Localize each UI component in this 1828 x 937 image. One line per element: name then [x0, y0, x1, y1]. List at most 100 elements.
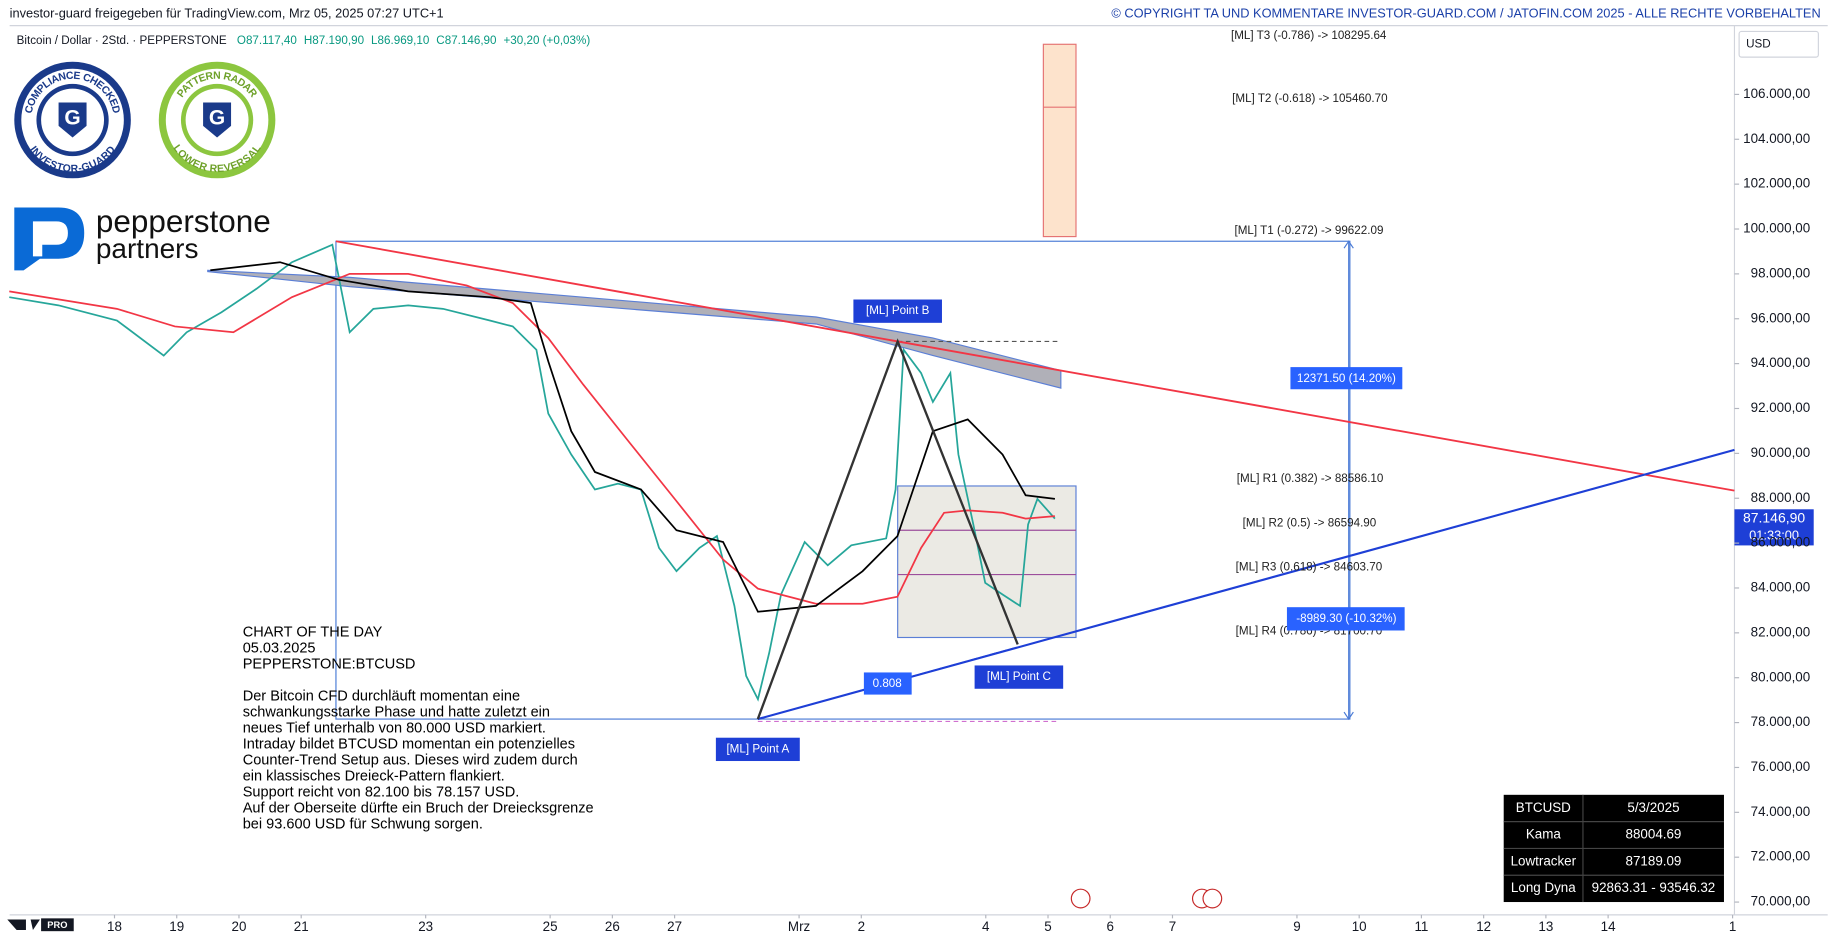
- y-tick-label: 90.000,00: [1751, 445, 1811, 460]
- badge: G PATTERN RADAR LOWER REVERSAL: [158, 61, 276, 179]
- symbol-title: Bitcoin / Dollar · 2Std. · PEPPERSTONE: [17, 34, 227, 47]
- abc-pattern: [756, 338, 1019, 720]
- commentary-line: Counter-Trend Setup aus. Dieses wird zud…: [243, 752, 578, 768]
- range-box: [335, 240, 1351, 720]
- series-line: [210, 261, 1056, 613]
- last-price: 87.146,90: [1743, 509, 1805, 525]
- commentary-line: ein klassisches Dreieck-Pattern flankier…: [243, 768, 505, 784]
- table-cell: 5/3/2025: [1627, 800, 1679, 815]
- x-tick-label: 18: [107, 919, 122, 934]
- y-tick-label: 88.000,00: [1751, 490, 1811, 505]
- badge: G COMPLIANCE CHECKED INVESTOR-GUARD: [14, 61, 131, 179]
- table-cell: BTCUSD: [1516, 800, 1571, 815]
- measure-label: -8989.30 (-10.32%): [1296, 612, 1396, 625]
- table-cell: 88004.69: [1626, 827, 1682, 842]
- tv-logo: [7, 919, 40, 931]
- y-tick-label: 106.000,00: [1743, 86, 1810, 101]
- x-tick-label: 6: [1107, 919, 1114, 934]
- last-price-tag: [1734, 509, 1814, 546]
- tv-logo: [41, 918, 74, 932]
- y-tick-label: 80.000,00: [1751, 669, 1811, 684]
- badge-letter: G: [64, 106, 80, 129]
- dashed-trendline: [757, 647, 1015, 720]
- badge-letter: G: [209, 106, 225, 129]
- series-line: [9, 243, 1056, 702]
- x-tick-label: 10: [1352, 919, 1367, 934]
- x-tick-label: 4: [982, 919, 990, 934]
- y-tick-label: 84.000,00: [1751, 580, 1811, 595]
- y-tick-label: 72.000,00: [1751, 849, 1811, 864]
- y-tick-label: 78.000,00: [1751, 714, 1811, 729]
- ohlc-value: L86.969,10: [371, 34, 430, 47]
- resistance-trendline: [335, 240, 1735, 492]
- logo-mark: [32, 221, 68, 257]
- x-tick-label: 7: [1169, 919, 1176, 934]
- point-label: [ML] Point B: [866, 304, 930, 317]
- currency-box[interactable]: [1738, 30, 1819, 58]
- dyna-band: [207, 269, 1062, 389]
- header-right: © COPYRIGHT TA UND KOMMENTARE INVESTOR-G…: [1111, 5, 1820, 20]
- commentary-line: Intraday bildet BTCUSD momentan ein pote…: [243, 736, 575, 752]
- level-label: [ML] R2 (0.5) -> 86594.90: [1243, 516, 1377, 529]
- x-tick-label: 21: [294, 919, 309, 934]
- table-cell: 92863.31 - 93546.32: [1592, 880, 1716, 895]
- point-label: [ML] Point A: [726, 742, 789, 755]
- tv-logo-text: PRO: [47, 920, 67, 930]
- x-tick-label: 23: [418, 919, 433, 934]
- ohlc-value: O87.117,40: [237, 34, 298, 47]
- measure-tag: [1290, 367, 1403, 390]
- y-tick-label: 100.000,00: [1743, 221, 1810, 236]
- y-tick-label: 82.000,00: [1751, 624, 1811, 639]
- x-tick-label: 12: [1476, 919, 1491, 934]
- y-tick-label: 98.000,00: [1751, 265, 1811, 280]
- x-tick-label: 26: [605, 919, 620, 934]
- ohlc-value: C87.146,90: [436, 34, 497, 47]
- event-flag[interactable]: [1202, 888, 1223, 909]
- retracement-box: [897, 485, 1077, 639]
- y-tick-label: 102.000,00: [1743, 176, 1810, 191]
- series-line: [9, 273, 1055, 605]
- y-tick-label: 92.000,00: [1751, 400, 1811, 415]
- measure-label: 12371.50 (14.20%): [1297, 372, 1396, 385]
- logo-text: partners: [96, 233, 199, 264]
- table-cell: 87189.09: [1626, 853, 1682, 868]
- series-layer: [9, 243, 1056, 702]
- ohlc-legend: Bitcoin / Dollar · 2Std. · PEPPERSTONE O…: [17, 34, 591, 47]
- logo-text: pepperstone: [96, 204, 271, 239]
- commentary-line: 05.03.2025: [243, 641, 316, 657]
- table-cell: Lowtracker: [1511, 853, 1577, 868]
- y-tick-label: 70.000,00: [1751, 894, 1811, 909]
- point-tag: [715, 737, 800, 762]
- commentary-line: schwankungsstarke Phase und hatte zuletz…: [243, 704, 550, 720]
- x-tick-label: 9: [1293, 919, 1300, 934]
- point-label: [ML] Point C: [987, 670, 1051, 683]
- commentary-line: Auf der Oberseite dürfte ein Bruch der D…: [243, 800, 594, 816]
- level-label: [ML] R1 (0.382) -> 88586.10: [1237, 472, 1384, 485]
- x-tick-label: 2: [858, 919, 865, 934]
- y-tick-label: 96.000,00: [1751, 310, 1811, 325]
- x-tick-label: 19: [169, 919, 184, 934]
- x-tick-label: 5: [1044, 919, 1051, 934]
- y-tick-label: 76.000,00: [1751, 759, 1811, 774]
- y-tick-label: 104.000,00: [1743, 131, 1810, 146]
- ohlc-value: +30,20 (+0,03%): [504, 34, 591, 47]
- measure-tag: [863, 672, 912, 695]
- currency: USD: [1746, 37, 1771, 50]
- point-tag: [853, 299, 942, 323]
- commentary-line: PEPPERSTONE:BTCUSD: [243, 657, 416, 673]
- table-cell: Kama: [1526, 827, 1562, 842]
- table-cell: Long Dyna: [1511, 880, 1576, 895]
- header-left: investor-guard freigegeben für TradingVi…: [10, 5, 444, 20]
- y-tick-label: 94.000,00: [1751, 355, 1811, 370]
- level-label: [ML] T1 (-0.272) -> 99622.09: [1234, 224, 1383, 237]
- commentary-line: Der Bitcoin CFD durchläuft momentan eine: [243, 689, 520, 705]
- ohlc-value: H87.190,90: [304, 34, 365, 47]
- measure-arrow: [1343, 240, 1354, 721]
- y-tick-label: 74.000,00: [1751, 804, 1811, 819]
- event-flag[interactable]: [1070, 888, 1091, 909]
- measure-label: 0.808: [873, 677, 902, 690]
- level-label: [ML] R3 (0.618) -> 84603.70: [1236, 561, 1383, 574]
- countdown: 01:33:00: [1749, 527, 1799, 542]
- commentary-line: bei 93.600 USD für Schwung sorgen.: [243, 816, 483, 832]
